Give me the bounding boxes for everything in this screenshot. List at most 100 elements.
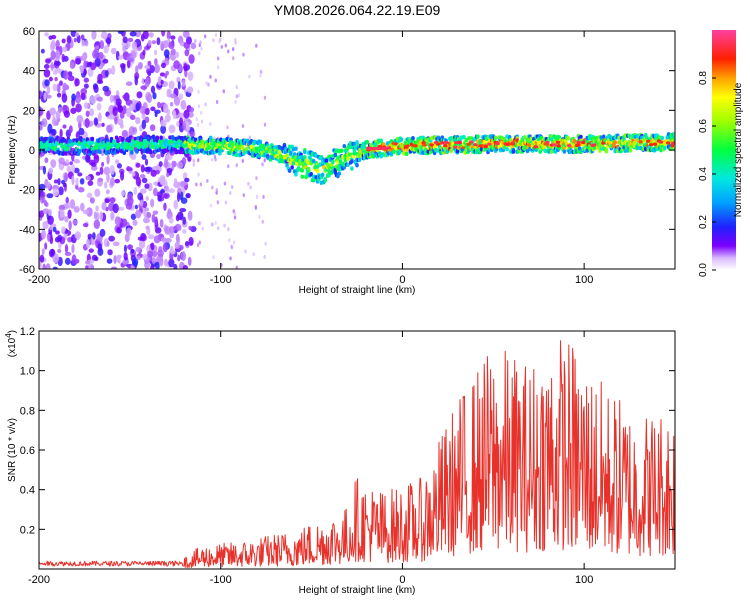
noise-cell — [150, 85, 156, 94]
noise-cell — [263, 158, 266, 163]
spectrogram-ytick-label: 40 — [23, 66, 35, 78]
noise-cell — [75, 103, 82, 113]
spectrogram-xtick-label: -100 — [210, 274, 232, 286]
noise-cell — [122, 45, 127, 53]
noise-cell — [102, 85, 109, 92]
noise-cell — [150, 198, 155, 208]
noise-cell — [174, 241, 180, 250]
noise-cell — [141, 112, 146, 120]
noise-cell — [197, 172, 200, 177]
noise-cell — [109, 177, 115, 187]
noise-cell — [157, 101, 161, 109]
noise-cell — [168, 217, 174, 224]
noise-cell — [126, 107, 131, 118]
ridge-cell — [208, 135, 213, 141]
noise-cell — [137, 61, 143, 70]
noise-cell — [143, 166, 151, 172]
noise-cell — [89, 197, 95, 204]
spectrogram-xlabel: Height of straight line (km) — [299, 285, 416, 296]
noise-cell — [110, 211, 115, 220]
ridge-cell — [660, 135, 665, 141]
spectrogram-xtick-label: -200 — [28, 274, 50, 286]
noise-cell — [106, 172, 110, 183]
ridge-peak — [543, 142, 548, 146]
noise-cell — [159, 218, 164, 228]
noise-cell — [67, 75, 75, 82]
noise-cell — [188, 225, 193, 231]
ridge-cell — [277, 150, 282, 155]
ridge-cell — [178, 149, 182, 155]
noise-cell — [226, 125, 229, 130]
ridge-cell — [149, 149, 153, 155]
noise-cell — [234, 99, 237, 104]
ridge-peak — [443, 144, 448, 148]
noise-cell — [39, 183, 46, 191]
noise-cell — [181, 79, 186, 87]
ridge-cell — [121, 136, 125, 142]
noise-cell — [46, 193, 54, 199]
noise-cell — [139, 107, 145, 114]
noise-cell — [176, 211, 184, 221]
ridge-cell — [365, 139, 369, 145]
noise-cell — [67, 209, 72, 219]
noise-cell — [152, 210, 159, 215]
spectrogram-ytick-label: -20 — [19, 185, 35, 197]
noise-cell — [126, 227, 132, 237]
noise-cell — [117, 31, 124, 35]
noise-cell — [143, 211, 147, 217]
noise-cell — [112, 107, 118, 117]
spectrogram-xtick-label: 100 — [575, 274, 593, 286]
noise-cell — [195, 117, 199, 122]
noise-cell — [135, 255, 141, 261]
ridge-cell — [135, 149, 139, 154]
noise-cell — [168, 226, 175, 234]
noise-cell — [188, 236, 194, 246]
noise-cell — [204, 102, 207, 107]
noise-cell — [97, 243, 103, 252]
noise-cell — [42, 265, 47, 269]
noise-cell — [47, 233, 51, 243]
noise-cell — [169, 245, 174, 255]
noise-cell — [212, 38, 215, 43]
noise-cell — [173, 96, 181, 106]
noise-cell — [122, 94, 129, 100]
ridge-peak — [504, 142, 510, 146]
noise-cell — [88, 248, 94, 253]
noise-cell — [75, 57, 81, 65]
noise-cell — [163, 49, 170, 58]
noise-cell — [52, 188, 60, 197]
noise-cell — [180, 99, 187, 110]
ridge-cell — [436, 135, 441, 140]
noise-cell — [170, 101, 174, 107]
noise-cell — [121, 129, 129, 138]
ridge-peak — [665, 141, 671, 145]
spectrogram-ylabel: Frequency (Hz) — [7, 116, 18, 185]
noise-cell — [44, 157, 49, 164]
noise-cell — [166, 172, 170, 178]
ridge-peak — [405, 144, 410, 148]
noise-cell — [234, 40, 237, 45]
noise-cell — [144, 65, 150, 70]
snr-ticks: -200 -100 0 100 0.2 0.4 0.6 0.8 1.0 1.2 — [20, 326, 675, 586]
noise-cell — [122, 105, 127, 115]
noise-cell — [200, 119, 204, 124]
ridge-cell — [376, 138, 381, 143]
noise-cell — [67, 202, 72, 209]
noise-cell — [164, 157, 169, 168]
noise-cell — [42, 165, 47, 175]
noise-cell — [161, 31, 166, 37]
snr-series-line — [39, 340, 675, 569]
noise-cell — [134, 75, 139, 86]
noise-cell — [62, 124, 67, 129]
noise-cell — [201, 226, 205, 231]
noise-cell — [233, 215, 237, 220]
noise-cell — [83, 60, 88, 70]
noise-cell — [71, 93, 76, 102]
noise-cell — [52, 266, 58, 269]
noise-cell — [157, 249, 164, 257]
noise-cell — [65, 196, 69, 204]
noise-cell — [126, 59, 131, 69]
noise-cell — [72, 219, 78, 225]
ridge-cell — [217, 151, 222, 156]
